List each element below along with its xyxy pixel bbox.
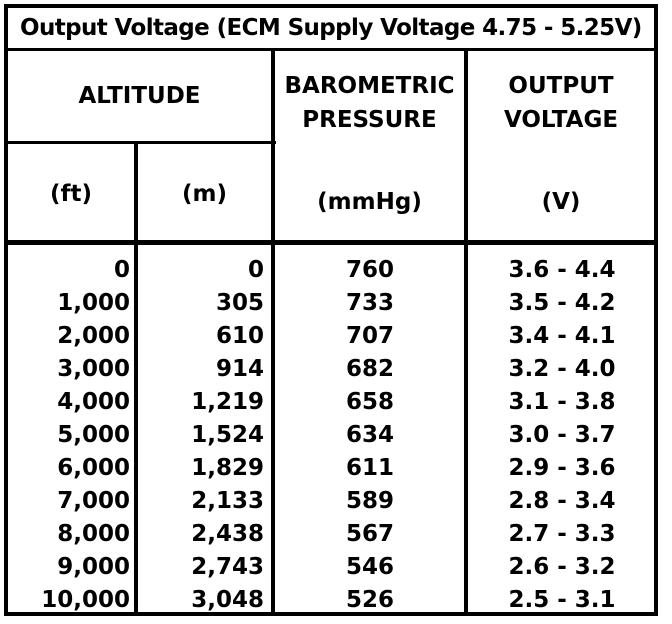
altitude-m-cell: 0 <box>247 257 264 283</box>
header-output: OUTPUT <box>508 73 614 99</box>
voltage-cell: 2.7 - 3.3 <box>508 521 616 547</box>
header-voltage: VOLTAGE <box>503 107 619 133</box>
altitude-ft-cell: 5,000 <box>57 422 130 448</box>
pressure-cell: 526 <box>345 587 394 613</box>
altitude-ft-cell: 9,000 <box>57 554 130 580</box>
pressure-cell: 707 <box>345 323 394 349</box>
voltage-cell: 2.8 - 3.4 <box>508 488 616 514</box>
title-divider <box>4 48 658 51</box>
voltage-cell: 2.6 - 3.2 <box>508 554 616 580</box>
altitude-ft-cell: 8,000 <box>57 521 130 547</box>
voltage-cell: 3.2 - 4.0 <box>508 356 616 382</box>
pressure-cell: 546 <box>345 554 394 580</box>
unit-ft: (ft) <box>49 181 93 207</box>
altitude-m-cell: 1,829 <box>191 455 264 481</box>
altitude-ft-cell: 10,000 <box>41 587 130 613</box>
col-divider-pressure-voltage <box>464 48 468 616</box>
voltage-cell: 2.9 - 3.6 <box>508 455 616 481</box>
pressure-cell: 589 <box>345 488 394 514</box>
table-title: Output Voltage (ECM Supply Voltage 4.75 … <box>20 15 642 41</box>
voltage-cell: 2.5 - 3.1 <box>508 587 616 613</box>
altitude-ft-cell: 6,000 <box>57 455 130 481</box>
altitude-m-cell: 2,438 <box>191 521 264 547</box>
voltage-cell: 3.4 - 4.1 <box>508 323 616 349</box>
col-divider-m-pressure <box>271 48 275 616</box>
table-border <box>4 4 658 616</box>
header-barometric: BAROMETRIC <box>284 73 455 99</box>
altitude-ft-cell: 2,000 <box>57 323 130 349</box>
altitude-m-cell: 914 <box>215 356 264 382</box>
pressure-cell: 760 <box>345 257 394 283</box>
header-altitude: ALTITUDE <box>78 83 201 109</box>
altitude-m-cell: 2,743 <box>191 554 264 580</box>
header-pressure: PRESSURE <box>302 107 437 133</box>
pressure-cell: 567 <box>345 521 394 547</box>
pressure-cell: 733 <box>345 290 394 316</box>
pressure-cell: 682 <box>345 356 394 382</box>
voltage-cell: 3.6 - 4.4 <box>508 257 616 283</box>
voltage-cell: 3.5 - 4.2 <box>508 290 616 316</box>
altitude-ft-cell: 3,000 <box>57 356 130 382</box>
altitude-divider <box>4 141 276 144</box>
unit-v: (V) <box>541 189 581 215</box>
altitude-m-cell: 1,219 <box>191 389 264 415</box>
pressure-cell: 611 <box>345 455 394 481</box>
header-body-divider <box>4 240 658 245</box>
pressure-cell: 658 <box>345 389 394 415</box>
altitude-ft-cell: 0 <box>113 257 130 283</box>
altitude-m-cell: 610 <box>215 323 264 349</box>
unit-mmhg: (mmHg) <box>317 189 422 215</box>
altitude-ft-cell: 1,000 <box>57 290 130 316</box>
altitude-m-cell: 2,133 <box>191 488 264 514</box>
voltage-cell: 3.1 - 3.8 <box>508 389 616 415</box>
col-divider-ft-m <box>134 141 138 616</box>
altitude-m-cell: 1,524 <box>191 422 264 448</box>
voltage-cell: 3.0 - 3.7 <box>508 422 616 448</box>
altitude-ft-cell: 7,000 <box>57 488 130 514</box>
altitude-ft-cell: 4,000 <box>57 389 130 415</box>
pressure-cell: 634 <box>345 422 394 448</box>
altitude-m-cell: 3,048 <box>191 587 264 613</box>
altitude-m-cell: 305 <box>215 290 264 316</box>
unit-m: (m) <box>182 181 227 207</box>
